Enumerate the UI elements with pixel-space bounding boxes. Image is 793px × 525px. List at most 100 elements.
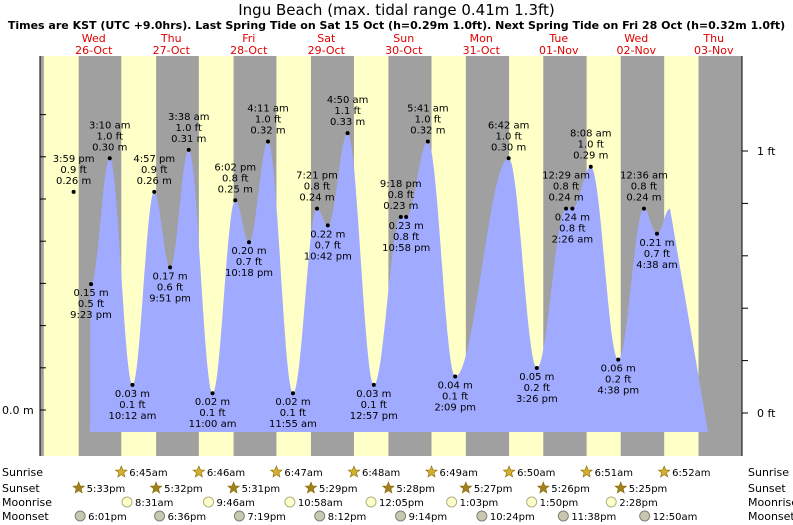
row-label-left: Moonrise [2,496,52,509]
moonrise-icon [121,496,133,508]
tide-label: 0.1 ft [280,408,306,419]
sunrise-time: 6:46am [207,468,245,479]
tide-point [233,198,238,203]
tide-point [71,189,76,194]
sunrise-icon [502,465,516,478]
date-label: 30-Oct [385,44,423,57]
tide-label: 1.0 ft [578,140,604,151]
sunrise-icon [269,465,283,478]
tide-label: 7:21 pm [296,171,338,182]
moonrise-icon [526,496,538,508]
day-label: Sat [317,32,336,45]
moonrise-icon [284,496,296,508]
tide-label: 4:57 pm [133,154,175,165]
tide-label: 6:02 pm [214,162,256,173]
tide-point [89,282,94,287]
day-label: Sun [393,32,414,45]
tide-label: 0.9 ft [141,165,167,176]
moonset-icon [557,510,569,522]
tide-label: 0.26 m [137,176,172,187]
tide-label: 0.32 m [250,126,285,137]
sunset-time: 5:25pm [629,484,668,495]
date-label: 26-Oct [75,44,113,57]
tide-label: 0.24 m [555,213,590,224]
tide-label: 0.8 ft [553,182,579,193]
tide-point [290,391,295,396]
tide-label: 0.23 m [389,221,424,232]
tide-point [266,139,271,144]
tide-point [453,374,458,379]
tide-label: 10:18 pm [225,268,273,279]
tide-label: 0.9 ft [60,165,86,176]
sunset-icon [614,481,628,494]
tide-point [425,139,430,144]
row-label-left: Moonset [2,510,49,523]
tide-label: 12:29 am [542,171,590,182]
tide-point [345,131,350,136]
tide-label: 0.20 m [231,246,266,257]
moonset-icon [233,510,245,522]
sunset-icon [227,481,241,494]
sunrise-icon [425,465,438,478]
sunrise-icon [114,465,128,478]
tide-label: 0.17 m [152,271,187,282]
moonset-icon [476,510,488,522]
tide-label: 0.06 m [601,364,636,375]
moonrise-time: 8:31am [135,498,173,509]
date-label: 27-Oct [153,44,191,57]
moonrise-time: 10:58am [298,498,343,509]
sunset-time: 5:27pm [474,484,513,495]
sunset-icon [72,481,86,494]
y-axis-label-ft: 0 ft [757,407,776,420]
tide-label: 4:38 am [636,260,678,271]
tide-point [564,206,569,211]
tide-label: 1.0 ft [97,131,123,142]
sunset-icon [381,481,395,494]
tide-label: 0.8 ft [559,224,585,235]
tide-point [506,156,511,161]
tide-label: 0.24 m [548,193,583,204]
row-label-right: Sunset [748,482,786,495]
sunrise-time: 6:45am [129,468,167,479]
tide-label: 0.03 m [115,389,150,400]
tide-point [314,206,319,211]
sunrise-icon [580,465,594,478]
daylight-band [43,56,79,456]
tide-label: 9:23 pm [70,310,112,321]
tide-point [641,206,646,211]
tide-label: 0.1 ft [361,400,387,411]
tide-label: 9:18 pm [380,179,422,190]
moonset-time: 12:50am [653,512,698,523]
sunrise-icon [192,465,206,478]
tide-label: 4:11 am [247,104,289,115]
tide-label: 3:38 am [168,112,210,123]
tide-label: 8:08 am [570,129,612,140]
tide-label: 10:12 am [109,411,157,422]
tide-label: 4:38 pm [597,386,639,397]
moonrise-time: 1:50pm [540,498,579,509]
tide-point [210,391,215,396]
tide-point [130,382,135,387]
sunrise-time: 6:50am [517,468,555,479]
sunrise-time: 6:48am [362,468,400,479]
date-label: 28-Oct [230,44,268,57]
day-label: Thu [160,32,182,45]
moonset-icon [395,510,407,522]
moonset-time: 8:12pm [328,512,367,523]
tide-label: 10:42 pm [304,251,352,262]
tide-label: 0.05 m [519,372,554,383]
moonset-icon [74,510,86,522]
tide-label: 4:50 am [327,95,369,106]
moonset-icon [639,510,651,522]
tide-label: 0.2 ft [524,383,550,394]
tide-label: 1.0 ft [176,123,202,134]
row-label-right: Sunrise [748,466,789,479]
y-axis-label-m: 0.0 m [2,404,34,417]
moonset-time: 9:14pm [409,512,448,523]
tide-label: 6:42 am [488,120,530,131]
sunrise-time: 6:52am [672,468,710,479]
sunset-time: 5:28pm [396,484,435,495]
sunset-time: 5:31pm [242,484,281,495]
tide-label: 0.2 ft [605,375,631,386]
